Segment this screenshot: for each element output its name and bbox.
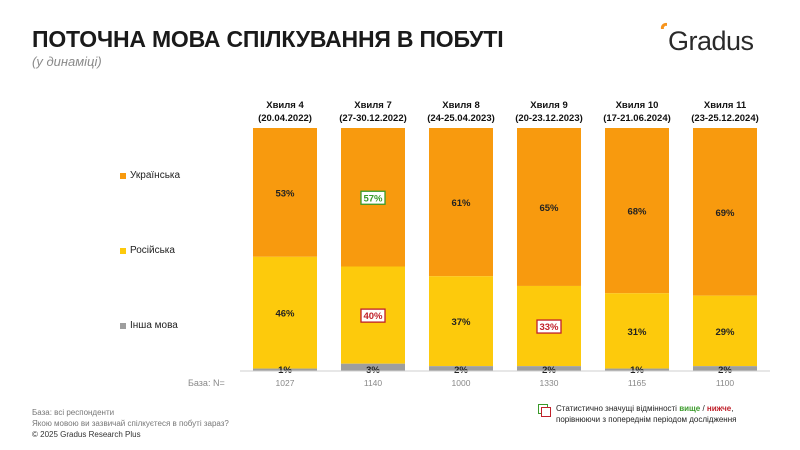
legend-swatch-russian: [120, 247, 126, 254]
legend-swatch-other: [120, 322, 126, 329]
bar-other-3: [429, 366, 493, 371]
legend-other: Інша мова: [120, 320, 178, 331]
wave-dates-4: (20-23.12.2023): [515, 113, 583, 124]
legend-russian: Російська: [120, 245, 175, 256]
footer-question: Якою мовою ви зазвичай спілкуєтеся в поб…: [32, 419, 229, 428]
legend-label-ukrainian: Українська: [130, 170, 181, 181]
significance-box-russian-2: [360, 308, 386, 323]
significance-box-russian-4: [536, 319, 562, 334]
wave-label-2: Хвиля 7: [354, 100, 392, 111]
logo-text: Gradus: [668, 26, 754, 56]
significance-note: Статистично значущі відмінності вище / н…: [538, 403, 736, 425]
bar-ukrainian-3: [429, 128, 493, 277]
significance-higher: вище: [679, 404, 701, 413]
significance-icon: [538, 404, 551, 417]
value-label-russian-3: 37%: [451, 317, 471, 328]
bar-russian-6: [693, 295, 757, 367]
bar-ukrainian-6: [693, 128, 757, 296]
bar-other-4: [517, 366, 581, 371]
page-subtitle: (у динаміці): [32, 54, 102, 69]
legend-swatch-ukrainian: [120, 172, 126, 179]
significance-separator: /: [700, 404, 707, 413]
wave-dates-5: (17-21.06.2024): [603, 113, 671, 124]
significance-suffix: ,: [731, 404, 734, 413]
wave-label-3: Хвиля 8: [442, 100, 480, 111]
base-label: База: N=: [188, 378, 225, 388]
gradus-logo: Gradus: [660, 18, 772, 58]
page-title: ПОТОЧНА МОВА СПІЛКУВАННЯ В ПОБУТІ: [32, 26, 504, 52]
significance-line2: порівнюючи з попереднім періодом дослідж…: [556, 415, 737, 424]
base-n-6: 1100: [716, 378, 735, 388]
legend-ukrainian: Українська: [120, 170, 180, 181]
bar-other-5: [605, 368, 669, 371]
bar-ukrainian-4: [517, 128, 581, 286]
bar-ukrainian-1: [253, 128, 317, 257]
footer-notes: База: всі респонденти Якою мовою ви зазв…: [32, 407, 229, 440]
footer-base-note: База: всі респонденти: [32, 408, 115, 417]
value-label-russian-5: 31%: [627, 327, 647, 338]
footer-copyright: © 2025 Gradus Research Plus: [32, 430, 141, 439]
base-n-3: 1000: [452, 378, 471, 388]
wave-label-5: Хвиля 10: [616, 100, 659, 111]
logo-mark-icon: [660, 22, 667, 29]
base-n-4: 1330: [540, 378, 559, 388]
legend-label-other: Інша мова: [130, 320, 178, 331]
value-label-russian-2: 40%: [363, 311, 383, 322]
base-n-5: 1165: [628, 378, 647, 388]
significance-lower: нижче: [706, 404, 732, 413]
base-n-2: 1140: [364, 378, 383, 388]
base-n-1: 1027: [276, 378, 295, 388]
wave-label-1: Хвиля 4: [266, 100, 304, 111]
wave-dates-6: (23-25.12.2024): [691, 113, 759, 124]
wave-label-6: Хвиля 11: [704, 100, 747, 111]
bar-russian-5: [605, 293, 669, 369]
wave-dates-2: (27-30.12.2022): [339, 113, 407, 124]
value-label-ukrainian-1: 53%: [275, 188, 295, 199]
bar-russian-1: [253, 256, 317, 369]
bar-other-2: [341, 363, 405, 371]
value-label-ukrainian-3: 61%: [451, 198, 471, 209]
value-label-ukrainian-5: 68%: [627, 207, 647, 218]
wave-dates-3: (24-25.04.2023): [427, 113, 495, 124]
bar-russian-3: [429, 276, 493, 367]
legend-label-russian: Російська: [130, 245, 175, 256]
wave-label-4: Хвиля 9: [530, 100, 568, 111]
value-label-russian-6: 29%: [715, 327, 735, 338]
significance-prefix: Статистично значущі відмінності: [556, 404, 680, 413]
wave-dates-1: (20.04.2022): [258, 113, 312, 124]
value-label-ukrainian-6: 69%: [715, 208, 735, 219]
significance-box-ukrainian-2: [360, 190, 386, 205]
value-label-ukrainian-2: 57%: [363, 193, 383, 204]
value-label-russian-1: 46%: [275, 309, 295, 320]
value-label-russian-4: 33%: [539, 322, 559, 333]
bar-other-6: [693, 366, 757, 371]
bar-other-1: [253, 368, 317, 371]
bar-ukrainian-5: [605, 128, 669, 294]
value-label-ukrainian-4: 65%: [539, 203, 559, 214]
